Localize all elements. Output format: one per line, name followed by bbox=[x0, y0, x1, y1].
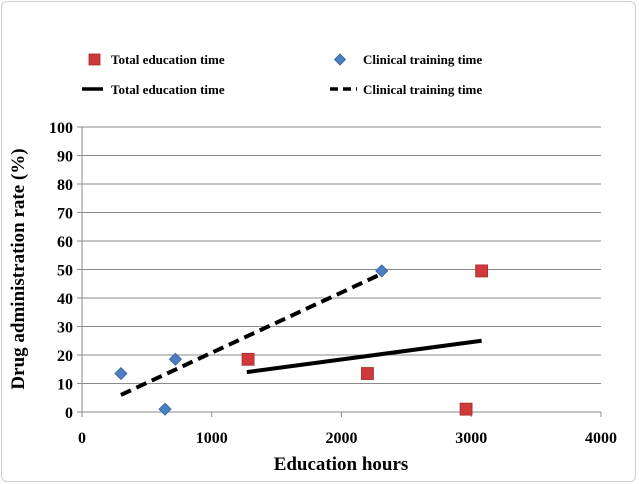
point-total-education bbox=[475, 264, 489, 278]
x-tick-label: 4000 bbox=[585, 430, 617, 447]
trendline-total-education bbox=[246, 338, 482, 375]
x-tick-label: 1000 bbox=[196, 430, 228, 447]
point-clinical-training bbox=[168, 352, 182, 366]
trendline-clinical-training bbox=[120, 271, 383, 397]
y-tick-label: 40 bbox=[57, 291, 73, 308]
legend-label-clinical-points: Clinical training time bbox=[363, 52, 482, 67]
y-tick-label: 10 bbox=[57, 377, 73, 394]
plot-area bbox=[114, 264, 489, 416]
y-tick-label: 70 bbox=[57, 206, 73, 223]
legend-label-total-trend: Total education time bbox=[111, 82, 225, 97]
y-tick-label: 100 bbox=[49, 120, 73, 137]
x-tick-label: 2000 bbox=[326, 430, 358, 447]
x-tick-labels: 0 1000 2000 3000 4000 bbox=[78, 430, 617, 447]
legend-label-clinical-trend: Clinical training time bbox=[363, 82, 482, 97]
point-total-education bbox=[459, 402, 473, 416]
legend: Total education time Clinical training t… bbox=[82, 52, 482, 97]
x-axis-title: Education hours bbox=[274, 454, 409, 475]
y-tick-label: 0 bbox=[65, 405, 73, 422]
gridlines bbox=[77, 126, 602, 417]
point-total-education bbox=[241, 352, 255, 366]
y-tick-label: 60 bbox=[57, 234, 73, 251]
legend-marker-total-square bbox=[88, 53, 101, 66]
y-tick-label: 80 bbox=[57, 177, 73, 194]
point-clinical-training bbox=[114, 366, 128, 381]
legend-label-total-points: Total education time bbox=[111, 52, 225, 67]
y-tick-label: 20 bbox=[57, 348, 73, 365]
y-axis-title: Drug administration rate (%) bbox=[8, 148, 29, 389]
x-tick-label: 3000 bbox=[455, 430, 487, 447]
point-clinical-training bbox=[375, 264, 389, 278]
x-tick-label: 0 bbox=[78, 430, 86, 447]
y-tick-labels: 0 10 20 30 40 50 60 70 80 90 100 bbox=[49, 120, 73, 422]
y-tick-label: 90 bbox=[57, 149, 73, 166]
y-tick-label: 30 bbox=[57, 320, 73, 337]
legend-marker-clinical-diamond bbox=[333, 53, 347, 66]
y-tick-label: 50 bbox=[57, 263, 73, 280]
point-clinical-training bbox=[158, 402, 172, 416]
point-total-education bbox=[361, 367, 374, 380]
